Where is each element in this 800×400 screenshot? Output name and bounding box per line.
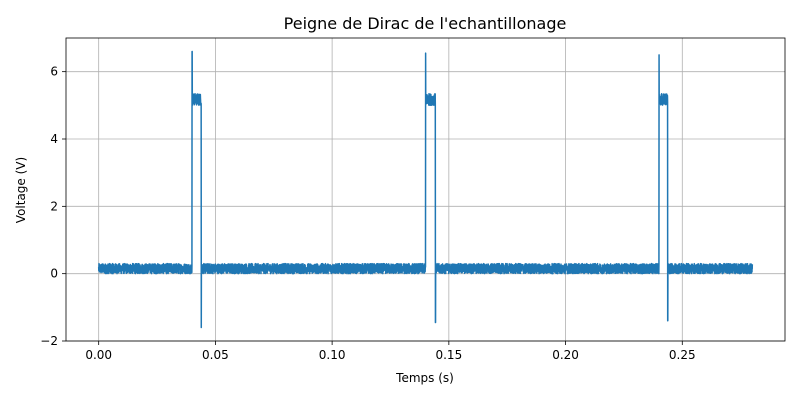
plot-area (97, 50, 754, 329)
x-axis-label: Temps (s) (395, 371, 454, 385)
y-tick-label: 0 (50, 267, 58, 281)
x-tick-label: 0.00 (85, 348, 112, 362)
signal-line (97, 50, 754, 329)
y-axis-label: Voltage (V) (14, 157, 28, 223)
chart-title: Peigne de Dirac de l'echantillonage (284, 14, 567, 33)
x-tick-label: 0.25 (669, 348, 696, 362)
x-axis: 0.00 0.05 0.10 0.15 0.20 0.25 (85, 341, 696, 362)
x-tick-label: 0.05 (202, 348, 229, 362)
y-axis: −2 0 2 4 6 (40, 65, 66, 348)
y-tick-label: 6 (50, 65, 58, 79)
y-tick-label: −2 (40, 334, 58, 348)
x-tick-label: 0.20 (552, 348, 579, 362)
axes-frame (65, 37, 786, 342)
x-tick-label: 0.10 (319, 348, 346, 362)
y-tick-label: 2 (50, 199, 58, 213)
x-tick-label: 0.15 (435, 348, 462, 362)
y-tick-label: 4 (50, 132, 58, 146)
